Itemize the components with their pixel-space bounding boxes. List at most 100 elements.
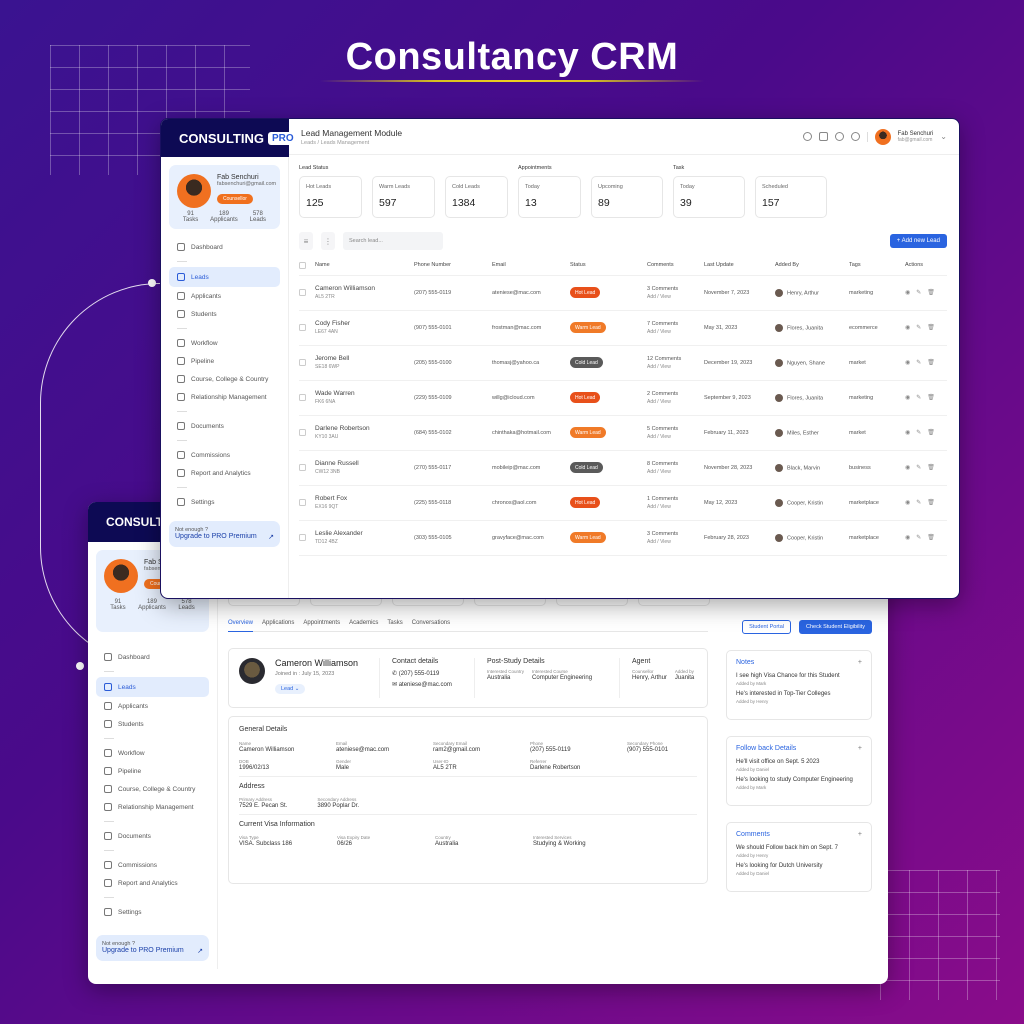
eye-icon[interactable]: ◉	[905, 325, 911, 331]
chevron-down-icon[interactable]: ⌄	[940, 132, 947, 141]
add-view-link[interactable]: Add / View	[647, 503, 671, 510]
row-checkbox[interactable]	[299, 499, 306, 506]
trash-icon[interactable]: 🗑	[927, 535, 935, 541]
stat-card-hot[interactable]: Hot Leads 125	[299, 176, 362, 218]
sidebar-item-settings[interactable]: Settings	[96, 903, 209, 921]
table-row[interactable]: Darlene Robertson KY10 3AU (684) 555-0102…	[299, 415, 947, 451]
table-row[interactable]: Leslie Alexander TD12 4BZ (303) 555-0105 …	[299, 520, 947, 556]
sidebar-item-pipeline[interactable]: Pipeline	[96, 762, 209, 780]
add-view-link[interactable]: Add / View	[647, 468, 671, 475]
sidebar-item-dashboard[interactable]: Dashboard	[169, 238, 280, 256]
edit-icon[interactable]: ✎	[916, 535, 922, 541]
sidebar-item-report[interactable]: Report and Analytics	[96, 874, 209, 892]
row-checkbox[interactable]	[299, 359, 306, 366]
upgrade-banner[interactable]: Not enough ? Upgrade to PRO Premium ↗	[96, 935, 209, 961]
table-row[interactable]: Cameron Williamson AL5 2TR (207) 555-0119…	[299, 275, 947, 311]
add-follow-button[interactable]: +	[857, 745, 862, 752]
sidebar-item-relationship[interactable]: Relationship Management	[96, 798, 209, 816]
table-row[interactable]: Wade Warren FK6 6NA (229) 555-0109 willg@…	[299, 380, 947, 416]
add-note-button[interactable]: +	[857, 659, 862, 666]
sidebar-item-commissions[interactable]: Commissions	[96, 856, 209, 874]
trash-icon[interactable]: 🗑	[927, 430, 935, 436]
table-row[interactable]: Robert Fox EX16 9QT (225) 555-0118 chrono…	[299, 485, 947, 521]
edit-icon[interactable]: ✎	[916, 290, 922, 296]
trash-icon[interactable]: 🗑	[927, 360, 935, 366]
row-checkbox[interactable]	[299, 429, 306, 436]
sidebar-item-pipeline[interactable]: Pipeline	[169, 352, 280, 370]
sidebar-item-settings[interactable]: Settings	[169, 493, 280, 511]
eye-icon[interactable]: ◉	[905, 395, 911, 401]
gear-icon[interactable]	[850, 132, 860, 141]
add-view-link[interactable]: Add / View	[647, 538, 671, 545]
tab-conversations[interactable]: Conversations	[411, 620, 451, 626]
table-row[interactable]: Dianne Russell CW12 3NB (270) 555-0117 mo…	[299, 450, 947, 486]
search-icon[interactable]	[802, 132, 812, 141]
add-view-link[interactable]: Add / View	[647, 363, 671, 370]
stat-card-appt-upcoming[interactable]: Upcoming 89	[591, 176, 663, 218]
trash-icon[interactable]: 🗑	[927, 465, 935, 471]
sidebar-item-workflow[interactable]: Workflow	[96, 744, 209, 762]
edit-icon[interactable]: ✎	[916, 360, 922, 366]
message-icon[interactable]	[818, 132, 828, 141]
more-options-icon[interactable]: ⋮	[321, 232, 335, 250]
sidebar-item-workflow[interactable]: Workflow	[169, 334, 280, 352]
student-portal-button[interactable]: Student Portal	[742, 620, 791, 634]
add-comment-button[interactable]: +	[857, 831, 862, 838]
row-checkbox[interactable]	[299, 324, 306, 331]
trash-icon[interactable]: 🗑	[927, 395, 935, 401]
sidebar-item-report[interactable]: Report and Analytics	[169, 464, 280, 482]
breadcrumb[interactable]: Leads / Leads Management	[301, 139, 370, 146]
add-view-link[interactable]: Add / View	[647, 398, 671, 405]
stat-card-appt-today[interactable]: Today 13	[518, 176, 581, 218]
eye-icon[interactable]: ◉	[905, 360, 911, 366]
tab-tasks[interactable]: Tasks	[387, 620, 403, 626]
sidebar-item-documents[interactable]: Documents	[96, 827, 209, 845]
trash-icon[interactable]: 🗑	[927, 325, 935, 331]
check-eligibility-button[interactable]: Check Student Eligibility	[798, 620, 872, 634]
row-checkbox[interactable]	[299, 534, 306, 541]
table-row[interactable]: Jerome Bell SE18 6WP (205) 555-0100 thoma…	[299, 345, 947, 381]
sidebar-item-leads[interactable]: Leads	[96, 677, 209, 697]
lead-status-dropdown[interactable]: Lead ⌄	[275, 684, 306, 694]
upgrade-banner[interactable]: Not enough ? Upgrade to PRO Premium ↗	[169, 521, 280, 547]
edit-icon[interactable]: ✎	[916, 395, 922, 401]
sidebar-item-applicants[interactable]: Applicants	[96, 697, 209, 715]
sidebar-item-students[interactable]: Students	[169, 305, 280, 323]
select-all-checkbox[interactable]	[299, 261, 306, 269]
stat-card-warm[interactable]: Warm Leads 597	[372, 176, 435, 218]
sidebar-item-relationship[interactable]: Relationship Management	[169, 388, 280, 406]
row-checkbox[interactable]	[299, 394, 306, 401]
tab-appointments[interactable]: Appointments	[303, 620, 341, 626]
user-avatar[interactable]	[874, 128, 891, 145]
edit-icon[interactable]: ✎	[916, 500, 922, 506]
trash-icon[interactable]: 🗑	[927, 500, 935, 506]
table-row[interactable]: Cody Fisher LE67 4AN (907) 555-0101 frost…	[299, 310, 947, 346]
row-checkbox[interactable]	[299, 464, 306, 471]
bell-icon[interactable]	[834, 132, 844, 141]
tab-overview[interactable]: Overview	[228, 620, 254, 632]
trash-icon[interactable]: 🗑	[927, 290, 935, 296]
filter-icon[interactable]: ≡	[299, 232, 313, 250]
edit-icon[interactable]: ✎	[916, 430, 922, 436]
tab-applications[interactable]: Applications	[262, 620, 295, 626]
eye-icon[interactable]: ◉	[905, 535, 911, 541]
eye-icon[interactable]: ◉	[905, 430, 911, 436]
tab-academics[interactable]: Academics	[349, 620, 379, 626]
eye-icon[interactable]: ◉	[905, 500, 911, 506]
sidebar-item-documents[interactable]: Documents	[169, 417, 280, 435]
add-view-link[interactable]: Add / View	[647, 433, 671, 440]
eye-icon[interactable]: ◉	[905, 290, 911, 296]
sidebar-item-course[interactable]: Course, College & Country	[96, 780, 209, 798]
add-view-link[interactable]: Add / View	[647, 293, 671, 300]
edit-icon[interactable]: ✎	[916, 465, 922, 471]
edit-icon[interactable]: ✎	[916, 325, 922, 331]
stat-card-task-scheduled[interactable]: Scheduled 157	[755, 176, 827, 218]
row-checkbox[interactable]	[299, 289, 306, 296]
eye-icon[interactable]: ◉	[905, 465, 911, 471]
stat-card-cold[interactable]: Cold Leads 1384	[445, 176, 508, 218]
sidebar-item-leads[interactable]: Leads	[169, 267, 280, 287]
sidebar-item-applicants[interactable]: Applicants	[169, 287, 280, 305]
stat-card-task-today[interactable]: Today 39	[673, 176, 745, 218]
sidebar-item-course[interactable]: Course, College & Country	[169, 370, 280, 388]
sidebar-item-dashboard[interactable]: Dashboard	[96, 648, 209, 666]
